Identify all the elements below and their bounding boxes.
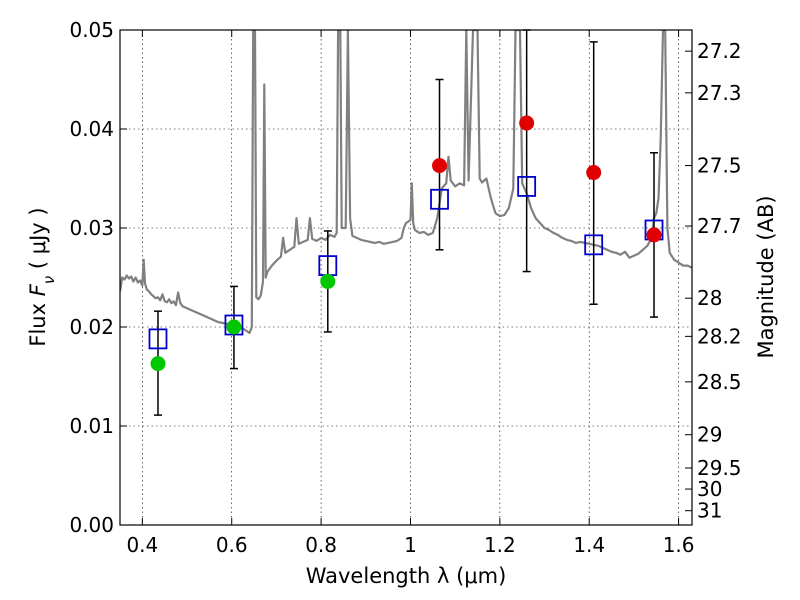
y-axis-label: Flux Fν ( μJy ) <box>26 207 58 346</box>
y-tick-label: 0.01 <box>69 414 114 438</box>
tick-labels: 0.4 0.6 0.8 1 1.2 1.4 1.6 0.00 0.01 0.02 0.03 0.04 0… <box>69 18 741 557</box>
circle-marker <box>150 356 166 372</box>
x-tick-label: 1 <box>404 533 417 557</box>
y2-tick-label: 28 <box>697 286 722 310</box>
x-tick-label: 0.6 <box>216 533 248 557</box>
x-tick-label: 0.8 <box>305 533 337 557</box>
y2-tick-label: 27.5 <box>697 154 742 178</box>
y2-tick-label: 28.5 <box>697 370 742 394</box>
square-marker <box>224 314 244 336</box>
y2-axis-label: Magnitude (AB) <box>754 195 778 358</box>
x-tick-label: 1.6 <box>663 533 695 557</box>
y-tick-label: 0.03 <box>69 216 114 240</box>
markers <box>148 115 664 372</box>
square-marker <box>430 188 449 210</box>
ticks <box>120 29 692 526</box>
y2-tick-label: 27.2 <box>697 39 742 63</box>
x-tick-label: 1.2 <box>484 533 516 557</box>
y-tick-label: 0.04 <box>69 117 114 141</box>
y-tick-label: 0.05 <box>69 18 114 42</box>
data-layer <box>120 30 692 334</box>
circle-marker <box>320 273 336 289</box>
spectrum-line <box>120 30 692 334</box>
circle-marker <box>586 165 602 181</box>
y2-tick-label: 28.2 <box>697 324 742 348</box>
y2-tick-label: 30 <box>697 477 722 501</box>
y-tick-label: 0.00 <box>69 513 114 537</box>
y2-tick-label: 29 <box>697 423 722 447</box>
y2-tick-label: 27.7 <box>697 214 742 238</box>
square-marker <box>148 328 168 350</box>
circle-marker <box>226 319 242 335</box>
x-tick-label: 0.4 <box>126 533 158 557</box>
circle-marker <box>519 115 535 131</box>
y2-tick-label: 27.3 <box>697 81 742 105</box>
x-axis-label: Wavelength λ (μm) <box>306 564 507 588</box>
square-marker <box>517 176 537 197</box>
x-tick-label: 1.4 <box>573 533 605 557</box>
y-tick-label: 0.02 <box>69 315 114 339</box>
square-marker <box>584 234 604 256</box>
plot-frame <box>119 29 693 526</box>
y2-tick-label: 29.5 <box>697 456 742 480</box>
circle-marker <box>646 227 662 243</box>
y2-tick-label: 31 <box>697 499 722 523</box>
circle-marker <box>432 158 448 174</box>
